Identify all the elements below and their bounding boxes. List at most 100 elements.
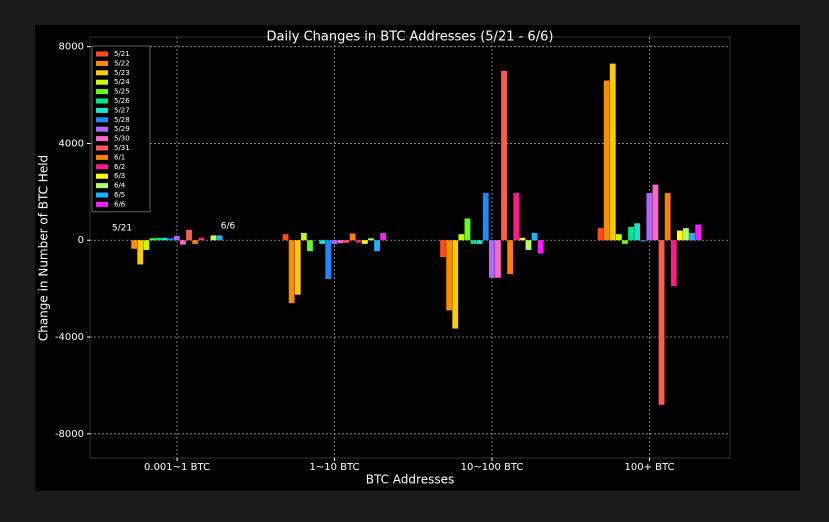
bar: [331, 240, 338, 244]
annotation: 6/6: [221, 222, 236, 232]
legend-label: 5/29: [114, 125, 130, 133]
bar: [137, 240, 144, 265]
bar: [695, 224, 702, 241]
bar: [300, 232, 307, 241]
legend-label: 6/6: [114, 200, 126, 208]
bar: [676, 230, 683, 241]
legend-swatch: [96, 192, 108, 198]
legend-swatch: [96, 183, 108, 189]
bar: [683, 228, 689, 241]
bar: [664, 193, 671, 241]
bar: [519, 237, 526, 241]
legend-label: 6/1: [114, 153, 125, 161]
y-tick-label: 8000: [59, 42, 84, 53]
legend-label: 5/23: [114, 69, 130, 77]
x-tick-label: 100+ BTC: [624, 462, 674, 473]
legend-swatch: [96, 201, 108, 207]
bar: [537, 240, 544, 254]
bar: [294, 240, 301, 295]
bar: [652, 184, 659, 241]
y-tick-label: 4000: [59, 138, 84, 149]
x-tick-label: 1~10 BTC: [309, 462, 359, 473]
legend-label: 5/30: [114, 135, 130, 143]
legend-swatch: [96, 107, 108, 113]
bar: [155, 237, 162, 241]
bar: [180, 240, 186, 245]
bar: [192, 240, 199, 244]
bar: [470, 240, 477, 244]
bar: [603, 80, 610, 241]
bar: [670, 240, 677, 287]
legend-label: 6/4: [114, 182, 126, 190]
y-tick-label: 0: [78, 235, 84, 246]
legend-swatch: [96, 79, 108, 85]
bar: [495, 240, 501, 278]
legend-swatch: [96, 173, 108, 179]
bar: [319, 240, 326, 244]
legend-swatch: [96, 60, 108, 66]
bar: [622, 240, 628, 244]
bar: [288, 240, 295, 304]
bar: [380, 232, 387, 241]
legend-label: 5/21: [114, 50, 130, 58]
y-tick-label: -8000: [55, 429, 84, 440]
bar: [488, 240, 495, 278]
bar: [216, 235, 223, 241]
bar: [507, 240, 514, 275]
legend-label: 5/27: [114, 106, 130, 114]
y-axis-label: Change in Number of BTC Held: [37, 155, 51, 341]
bar: [628, 226, 634, 241]
chart-title: Daily Changes in BTC Addresses (5/21 - 6…: [267, 30, 554, 45]
bar: [131, 240, 138, 249]
legend-label: 6/2: [114, 163, 125, 171]
bar: [531, 232, 538, 241]
legend-swatch: [96, 51, 108, 57]
bar: [597, 228, 604, 241]
bar: [355, 240, 362, 243]
bar: [361, 240, 368, 244]
legend-swatch: [96, 126, 108, 132]
bar: [476, 240, 483, 244]
bar: [440, 240, 446, 258]
legend-label: 5/22: [114, 59, 130, 67]
legend-label: 5/25: [114, 88, 130, 96]
annotation: 5/21: [112, 224, 132, 234]
legend-swatch: [96, 145, 108, 151]
bar: [282, 234, 289, 241]
bar: [374, 240, 380, 252]
x-tick-label: 10~100 BTC: [461, 462, 524, 473]
bar: [513, 193, 520, 241]
legend-label: 6/5: [114, 191, 125, 199]
legend-swatch: [96, 89, 108, 95]
bar: [458, 234, 465, 241]
bar: [173, 235, 180, 241]
bar: [615, 234, 622, 241]
bar: [198, 237, 205, 241]
bar: [609, 63, 616, 241]
bar: [349, 233, 356, 241]
bar: [343, 240, 350, 243]
legend-swatch: [96, 98, 108, 104]
bar: [307, 240, 313, 252]
x-tick-label: 0.001~1 BTC: [144, 462, 210, 473]
legend-swatch: [96, 154, 108, 160]
legend-swatch: [96, 164, 108, 170]
bar: [525, 240, 532, 250]
bar: [167, 238, 174, 241]
bar: [452, 240, 459, 329]
bar: [161, 237, 168, 241]
bar: [501, 70, 507, 241]
bar: [149, 238, 156, 241]
bar: [658, 240, 665, 405]
x-axis-label: BTC Addresses: [366, 473, 454, 487]
bar: [143, 240, 150, 250]
bar: [210, 235, 217, 241]
bar: [337, 240, 344, 244]
legend-label: 6/3: [114, 172, 125, 180]
bar: [634, 223, 641, 241]
bar: [368, 238, 374, 241]
bar: [482, 193, 489, 241]
legend-label: 5/26: [114, 97, 130, 105]
legend-swatch: [96, 117, 108, 123]
